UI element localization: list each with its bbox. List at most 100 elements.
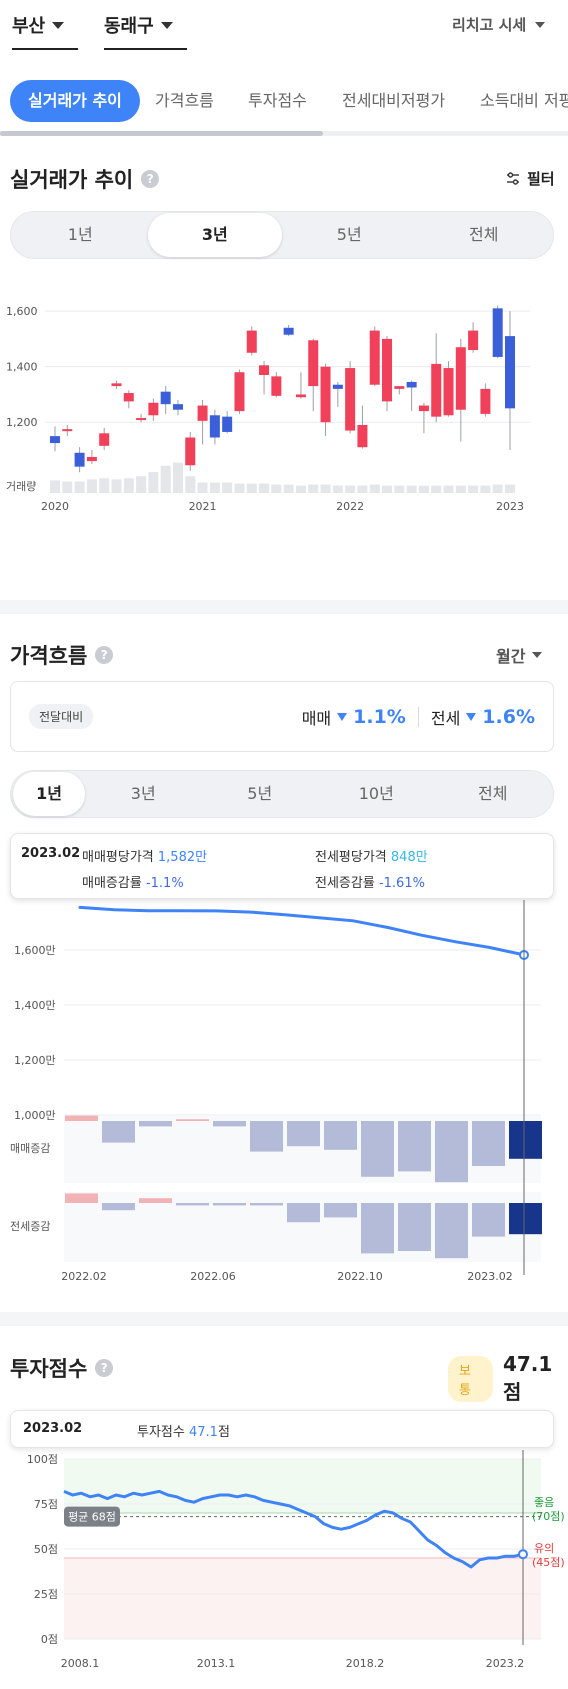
tooltip-date: 2023.02 (21, 846, 81, 861)
tab-price-flow[interactable]: 가격흐름 (155, 91, 214, 110)
volume-bar (185, 476, 196, 493)
help-icon[interactable]: ? (95, 1359, 114, 1377)
x-tick-label: 2022 (336, 500, 364, 513)
sale-change-bar (398, 1121, 431, 1172)
y-tick-label: 1,400 (6, 361, 38, 374)
y-tick-label: 1,000만 (14, 1109, 56, 1122)
candle-body (418, 405, 429, 412)
flow-period-3y[interactable]: 3년 (130, 784, 156, 803)
trade-period-5y[interactable]: 5년 (336, 225, 362, 244)
candle-body (443, 368, 454, 416)
volume-bar (160, 465, 171, 493)
jeonse-change-bar (65, 1193, 98, 1203)
volume-bar (259, 483, 270, 493)
volume-bar (468, 485, 479, 493)
jeonse-change-bar (213, 1203, 246, 1206)
candle-body (148, 402, 159, 416)
filter-button[interactable]: 필터 (506, 168, 555, 189)
trade-section-title: 실거래가 추이 ? (10, 164, 160, 194)
candle-body (185, 437, 196, 466)
section-divider (0, 600, 568, 614)
city-selector[interactable]: 부산 (12, 12, 78, 50)
candle-body (99, 433, 110, 446)
flow-period-10y[interactable]: 10년 (358, 784, 394, 803)
volume-bar (505, 484, 515, 493)
sale-label: 매매 (301, 708, 332, 728)
candle-body (505, 336, 515, 409)
tab-invest-score[interactable]: 투자점수 (248, 91, 307, 110)
volume-bar (136, 476, 147, 493)
sale-change-bar (361, 1121, 394, 1177)
jeonse-change-bar (102, 1203, 135, 1211)
volume-bar (99, 478, 110, 493)
volume-bar (357, 485, 368, 493)
x-tick-label: 2023 (496, 500, 524, 513)
candle-body (468, 330, 479, 350)
sale-change-bar (102, 1121, 135, 1143)
x-tick-label: 2013.1 (197, 1657, 236, 1670)
good-value: (70점) (532, 1510, 565, 1523)
candle-body (369, 330, 380, 385)
candle-body (222, 416, 233, 432)
volume-bar (172, 462, 183, 493)
volume-bar (320, 484, 331, 493)
x-tick-label: 2023.02 (467, 1270, 513, 1283)
tab-trade-trend[interactable]: 실거래가 추이 (10, 80, 140, 122)
trade-period-3y[interactable]: 3년 (147, 213, 282, 257)
candle-body (394, 386, 405, 389)
y-tick-label: 50점 (34, 1543, 58, 1556)
flow-period-all[interactable]: 전체 (478, 784, 508, 803)
tab-income-undervalue[interactable]: 소득대비 저평가 (480, 91, 568, 110)
invest-score-value: 47.1점 (502, 1352, 553, 1404)
invest-tooltip-date: 2023.02 (23, 1421, 83, 1436)
candle-body (86, 456, 97, 462)
invest-current-point (518, 1549, 528, 1560)
y-tick-label: 25점 (34, 1588, 58, 1601)
section-tabs: 실거래가 추이 가격흐름 투자점수 전세대비저평가 소득대비 저평가 (0, 72, 568, 138)
volume-bar (123, 478, 134, 493)
candlestick-chart[interactable]: 1,200 1,400 1,600 거래량 2020 2021 2022 2023 (0, 300, 568, 530)
jeonse-change-bar (509, 1203, 542, 1235)
flow-period-1y[interactable]: 1년 (13, 772, 85, 816)
invest-title: 투자점수 ? (10, 1353, 114, 1383)
x-tick-label: 2022.10 (337, 1270, 383, 1283)
volume-bar (345, 485, 356, 493)
candle-body (406, 381, 417, 388)
y-tick-label: 100점 (27, 1453, 58, 1466)
volume-bar (74, 481, 85, 493)
x-tick-label: 2008.1 (61, 1657, 100, 1670)
help-icon[interactable]: ? (95, 646, 114, 664)
volume-bar (271, 484, 282, 493)
trade-period-all[interactable]: 전체 (469, 225, 499, 244)
district-selector[interactable]: 동래구 (104, 12, 187, 50)
candle-body (271, 376, 282, 396)
jeonse-change-bar (176, 1203, 209, 1206)
tab-jeonse-undervalue[interactable]: 전세대비저평가 (342, 91, 446, 110)
jeonse-change-bar (472, 1203, 505, 1237)
help-icon[interactable]: ? (141, 170, 160, 188)
candle-body (74, 452, 85, 467)
volume-bar (86, 479, 97, 493)
volume-bar (443, 485, 454, 493)
volume-bar (50, 480, 60, 493)
chevron-down-icon (160, 21, 173, 29)
market-price-link[interactable]: 리치고 시세 (452, 14, 546, 35)
candle-body (492, 308, 503, 357)
sale-change-value: 1.1% (353, 705, 406, 728)
candle-body (136, 418, 147, 421)
volume-bar (246, 483, 257, 493)
tabs-scrollbar-thumb[interactable] (0, 131, 323, 136)
interval-selector[interactable]: 월간 (496, 643, 543, 667)
candle-body (308, 340, 319, 387)
candle-body (345, 368, 356, 431)
candle-body (160, 391, 171, 405)
invest-tooltip-value: 47.1 (188, 1425, 218, 1440)
volume-bar (382, 485, 393, 493)
flow-period-5y[interactable]: 5년 (247, 784, 273, 803)
y-tick-label: 0점 (41, 1633, 58, 1646)
volume-bar (394, 485, 405, 493)
trade-period-1y[interactable]: 1년 (67, 225, 93, 244)
y-tick-label: 1,600만 (14, 944, 56, 957)
